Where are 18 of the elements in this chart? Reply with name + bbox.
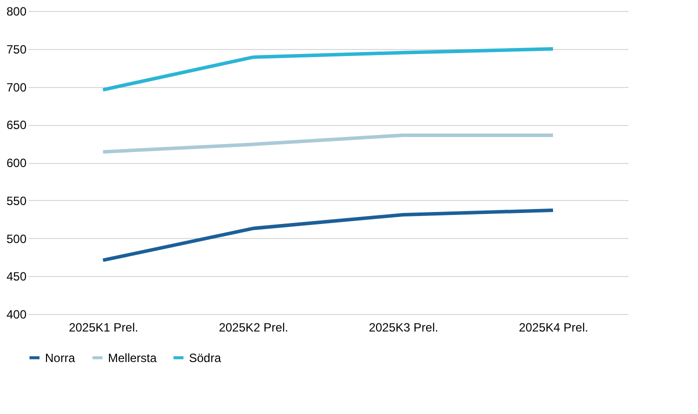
legend-label: Mellersta — [108, 350, 158, 365]
legend-label: Södra — [189, 350, 222, 365]
x-tick-label: 2025K2 Prel. — [218, 320, 288, 334]
y-tick-label: 500 — [6, 232, 27, 246]
y-tick-label: 700 — [6, 80, 27, 94]
y-tick-label: 450 — [6, 270, 27, 284]
y-tick-label: 400 — [6, 308, 27, 322]
line-series — [101, 208, 555, 262]
y-tick-label: 750 — [6, 42, 27, 56]
y-tick-label: 550 — [6, 194, 27, 208]
legend-label: Norra — [45, 350, 76, 365]
y-tick-label: 800 — [6, 4, 27, 18]
x-tick-label: 2025K4 Prel. — [518, 320, 588, 334]
line-series — [101, 47, 555, 92]
x-tick-label: 2025K3 Prel. — [368, 320, 438, 334]
y-tick-label: 600 — [6, 156, 27, 170]
y-tick-label: 650 — [6, 118, 27, 132]
x-tick-label: 2025K1 Prel. — [68, 320, 138, 334]
